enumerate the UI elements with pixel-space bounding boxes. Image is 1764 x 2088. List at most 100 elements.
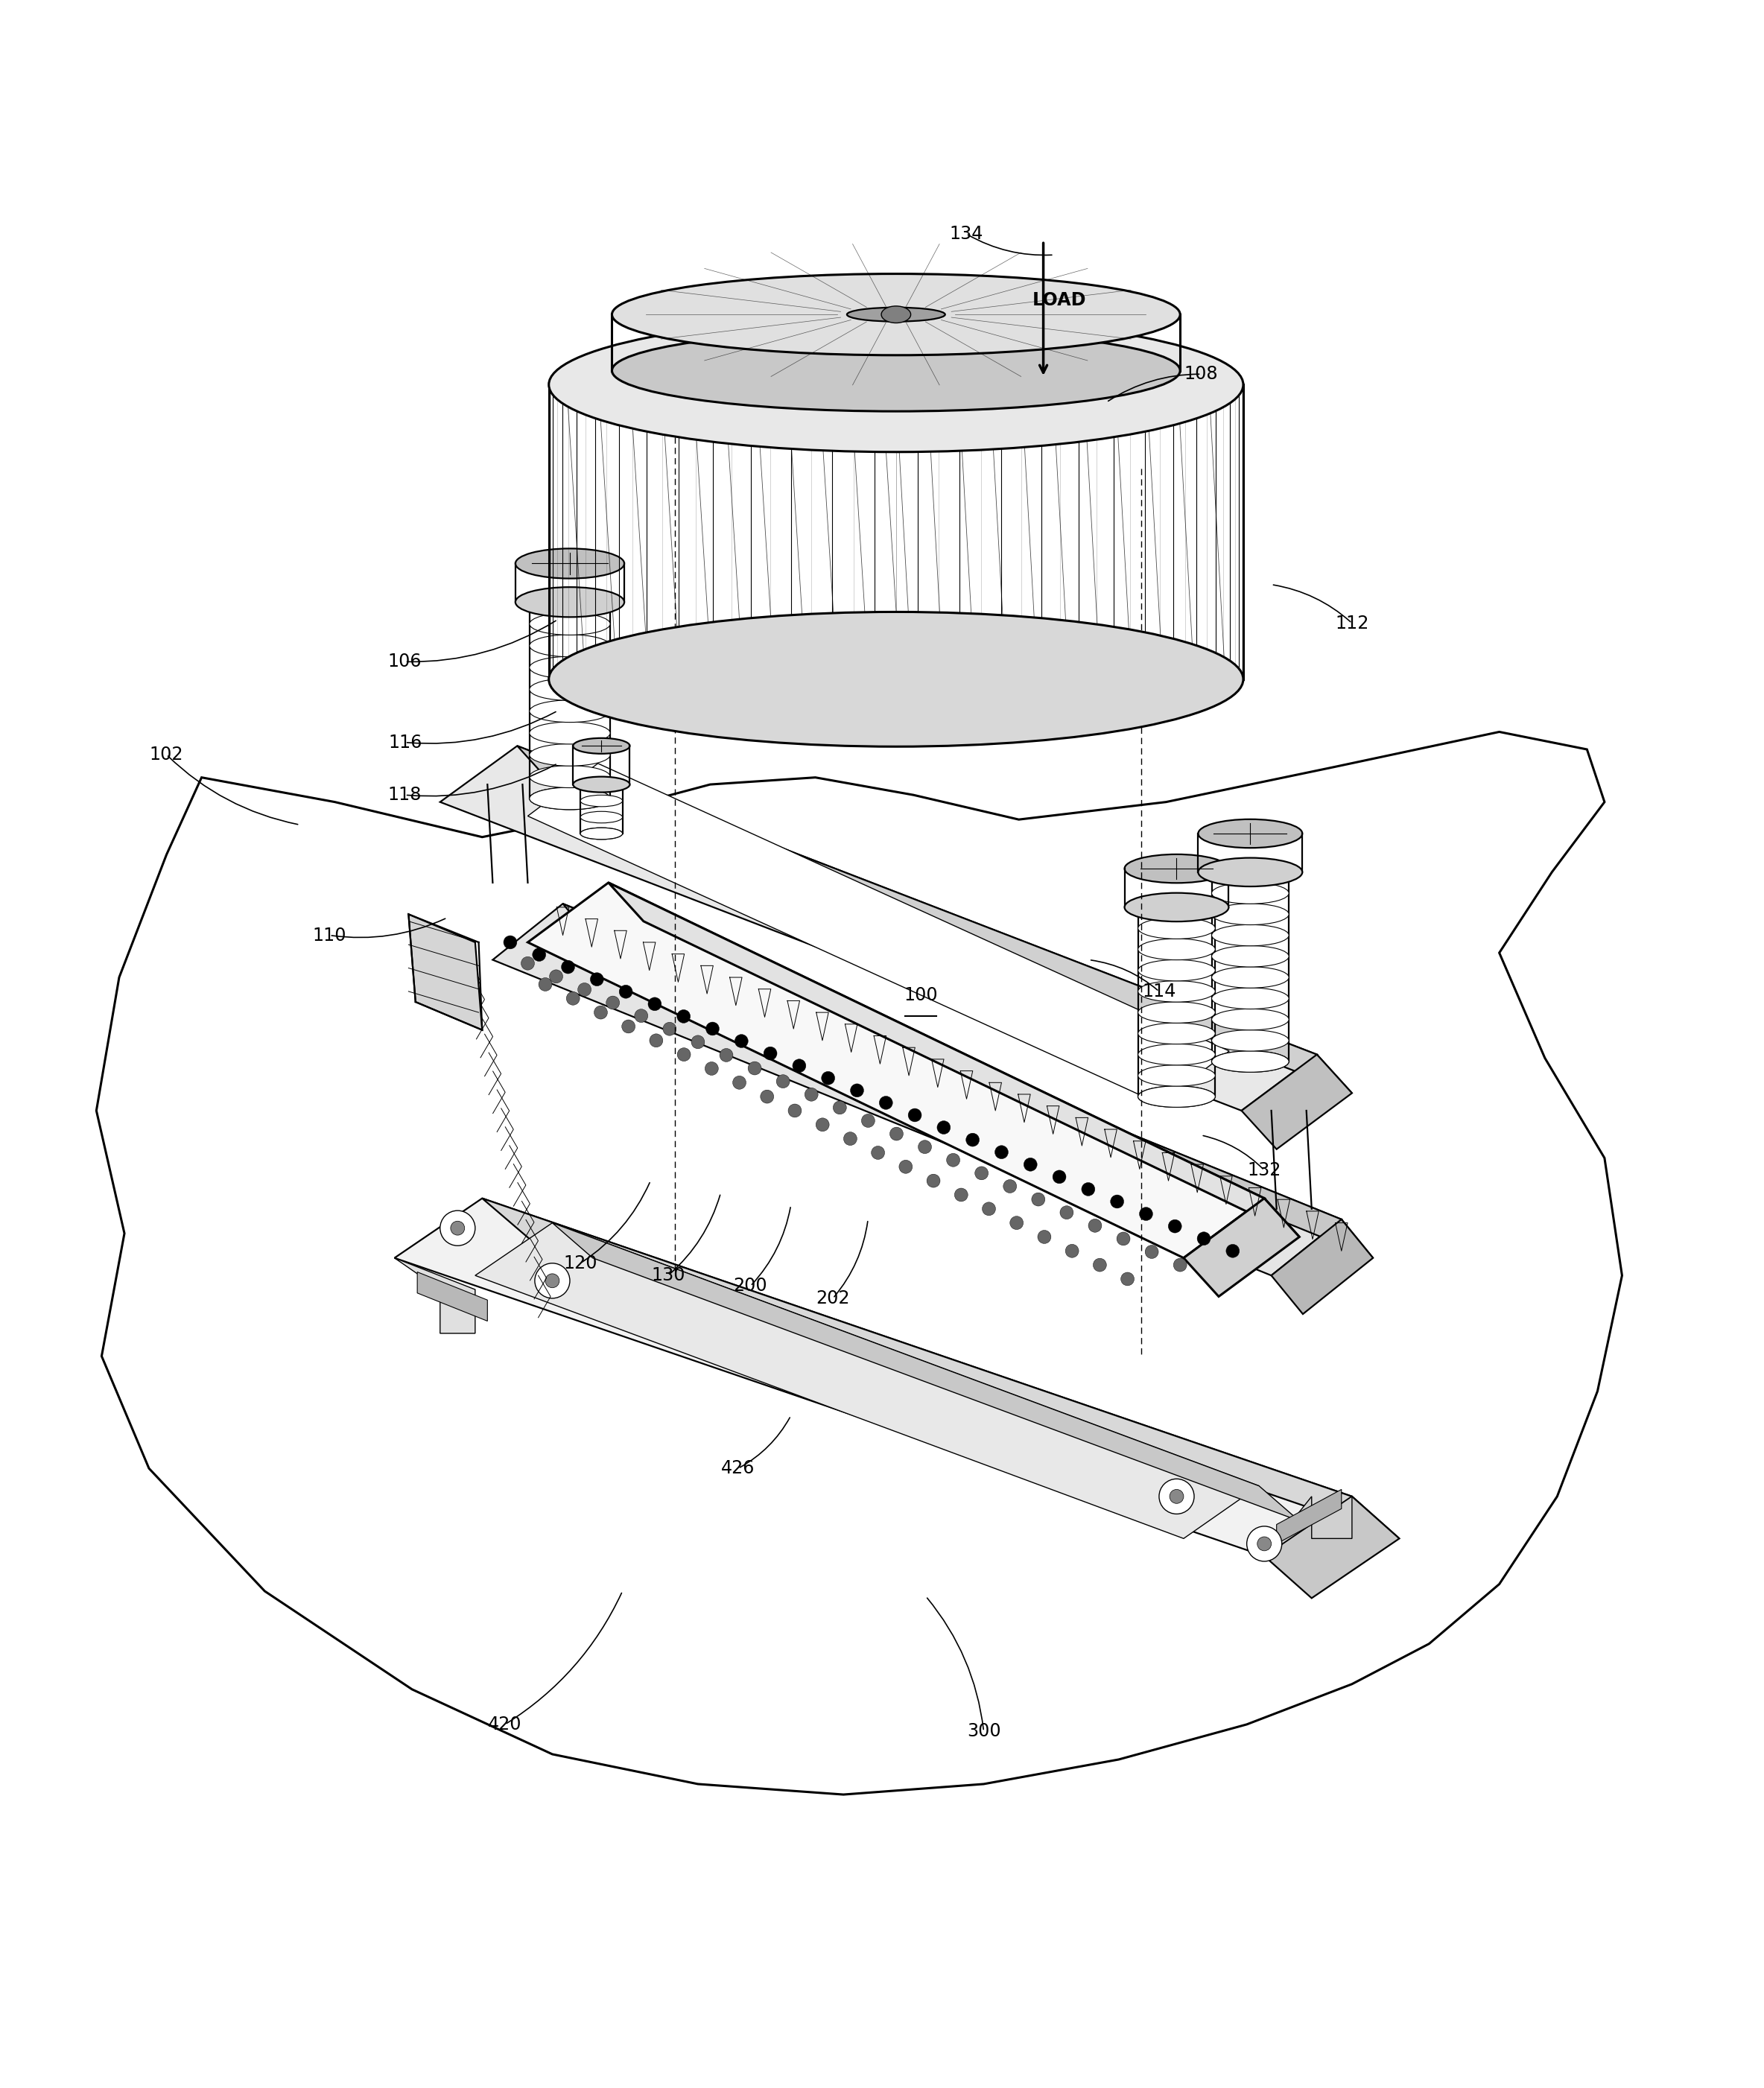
Text: 200: 200: [734, 1278, 767, 1295]
Circle shape: [954, 1188, 968, 1201]
Text: 426: 426: [721, 1460, 755, 1478]
Ellipse shape: [1198, 818, 1302, 848]
Circle shape: [736, 1034, 748, 1048]
Circle shape: [566, 992, 580, 1004]
Ellipse shape: [573, 777, 630, 791]
Ellipse shape: [580, 827, 623, 839]
Ellipse shape: [529, 656, 610, 679]
Circle shape: [1198, 1232, 1210, 1244]
Circle shape: [789, 1105, 801, 1117]
Circle shape: [983, 1203, 995, 1215]
Circle shape: [1065, 1244, 1080, 1257]
Polygon shape: [527, 883, 1265, 1257]
Ellipse shape: [612, 274, 1180, 355]
Ellipse shape: [1138, 917, 1215, 940]
Circle shape: [594, 1006, 607, 1019]
Ellipse shape: [580, 812, 623, 823]
Circle shape: [591, 973, 603, 986]
Circle shape: [967, 1134, 979, 1146]
Ellipse shape: [1138, 1065, 1215, 1086]
Circle shape: [607, 996, 619, 1009]
Text: 132: 132: [1247, 1161, 1281, 1180]
Ellipse shape: [580, 779, 623, 789]
Circle shape: [691, 1036, 704, 1048]
Circle shape: [764, 1046, 776, 1061]
Circle shape: [549, 969, 563, 983]
Text: 100: 100: [903, 986, 938, 1004]
Polygon shape: [1265, 1497, 1399, 1597]
Ellipse shape: [1138, 1086, 1215, 1107]
Circle shape: [649, 1034, 663, 1048]
Circle shape: [579, 983, 591, 996]
Ellipse shape: [573, 737, 630, 754]
Ellipse shape: [1212, 862, 1289, 883]
Circle shape: [545, 1274, 559, 1288]
Ellipse shape: [529, 591, 610, 614]
Circle shape: [1173, 1259, 1187, 1272]
Circle shape: [871, 1146, 886, 1159]
Ellipse shape: [1138, 1023, 1215, 1044]
Circle shape: [776, 1075, 790, 1088]
Circle shape: [919, 1140, 931, 1153]
Polygon shape: [1272, 1219, 1372, 1313]
Text: 202: 202: [817, 1288, 850, 1307]
Ellipse shape: [529, 787, 610, 810]
Circle shape: [1111, 1194, 1124, 1209]
Ellipse shape: [1138, 940, 1215, 960]
Circle shape: [1258, 1537, 1272, 1551]
Polygon shape: [563, 904, 1372, 1257]
Circle shape: [926, 1173, 940, 1188]
Ellipse shape: [1212, 925, 1289, 946]
Polygon shape: [409, 915, 482, 1029]
Polygon shape: [552, 1224, 1300, 1520]
Ellipse shape: [529, 787, 610, 810]
Text: 130: 130: [651, 1267, 684, 1284]
Text: 112: 112: [1335, 614, 1369, 633]
Circle shape: [706, 1063, 718, 1075]
Circle shape: [647, 998, 662, 1011]
Ellipse shape: [1198, 858, 1302, 887]
Ellipse shape: [1212, 883, 1289, 904]
Ellipse shape: [1138, 1044, 1215, 1065]
Polygon shape: [395, 1257, 475, 1334]
Circle shape: [850, 1084, 864, 1096]
Text: 300: 300: [967, 1723, 1000, 1741]
Circle shape: [1023, 1159, 1037, 1171]
Circle shape: [1159, 1478, 1194, 1514]
Ellipse shape: [1212, 904, 1289, 925]
Ellipse shape: [1212, 967, 1289, 988]
Text: 102: 102: [150, 745, 183, 764]
Ellipse shape: [612, 330, 1180, 411]
Circle shape: [732, 1075, 746, 1090]
Circle shape: [663, 1023, 676, 1036]
Ellipse shape: [1212, 946, 1289, 967]
Text: 116: 116: [388, 733, 422, 752]
Text: 110: 110: [312, 927, 346, 944]
Polygon shape: [527, 764, 1230, 1105]
Circle shape: [889, 1128, 903, 1140]
Circle shape: [1032, 1192, 1044, 1207]
Polygon shape: [482, 1199, 1399, 1539]
Ellipse shape: [529, 766, 610, 787]
Circle shape: [937, 1121, 951, 1134]
Ellipse shape: [1212, 988, 1289, 1009]
Circle shape: [792, 1059, 806, 1073]
Circle shape: [1004, 1180, 1016, 1192]
Circle shape: [1053, 1169, 1065, 1184]
Ellipse shape: [1124, 894, 1230, 921]
Circle shape: [748, 1061, 762, 1075]
Circle shape: [619, 986, 633, 998]
Circle shape: [947, 1153, 960, 1167]
Circle shape: [1226, 1244, 1240, 1257]
Circle shape: [817, 1117, 829, 1132]
Circle shape: [534, 1263, 570, 1299]
Polygon shape: [1277, 1489, 1341, 1543]
Ellipse shape: [1212, 1050, 1289, 1071]
Circle shape: [621, 1019, 635, 1034]
Ellipse shape: [1138, 960, 1215, 981]
Circle shape: [1170, 1489, 1184, 1503]
Polygon shape: [517, 745, 1351, 1094]
Circle shape: [975, 1167, 988, 1180]
Ellipse shape: [847, 307, 946, 322]
Circle shape: [833, 1100, 847, 1115]
